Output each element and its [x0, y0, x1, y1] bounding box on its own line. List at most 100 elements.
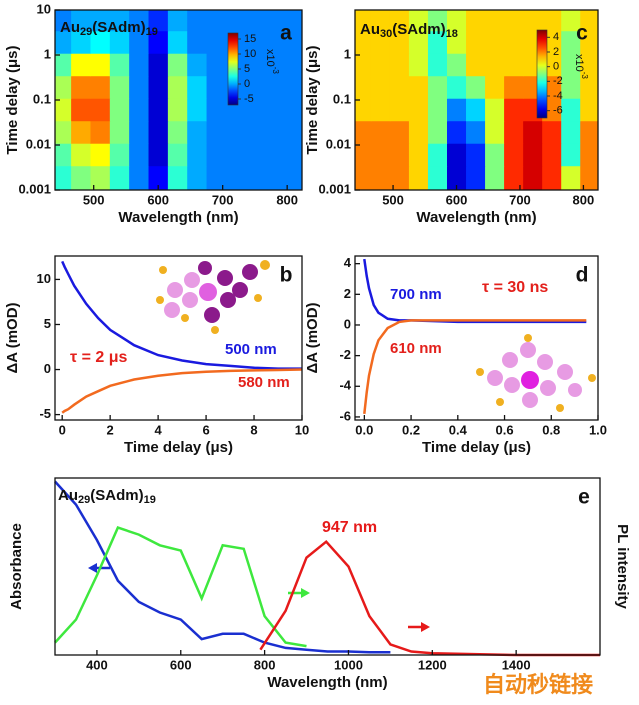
heatmap-cell	[427, 143, 448, 167]
y-tick-label: 5	[44, 316, 51, 331]
colorbar-tick-label: 0	[244, 78, 250, 90]
heatmap-cell	[129, 10, 150, 32]
heatmap-cell	[580, 30, 599, 54]
heatmap-cell	[408, 30, 429, 54]
colorbar-label-base: x10	[264, 49, 276, 67]
heatmap-cell	[167, 98, 188, 122]
heatmap-cell	[446, 30, 467, 54]
heatmap-cell	[55, 53, 72, 77]
heatmap-cell	[71, 143, 91, 167]
x-tick-label: 1.0	[589, 422, 607, 437]
heatmap-cell	[245, 53, 266, 77]
heatmap-cell	[129, 98, 150, 122]
heatmap-cell	[561, 75, 581, 99]
x-tick-label: 1200	[418, 657, 447, 672]
heatmap-cell	[129, 53, 150, 77]
heatmap-cell	[187, 143, 208, 167]
heatmap-cell	[561, 165, 581, 191]
title-part: 19	[146, 26, 158, 38]
plot-frame	[54, 477, 601, 656]
series-label: 700 nm	[390, 286, 442, 303]
heatmap-cell	[561, 30, 581, 54]
heatmap-cell	[370, 53, 391, 77]
heatmap-cell	[90, 143, 111, 167]
x-tick-label: 800	[254, 657, 276, 672]
x-tick-label: 800	[276, 192, 298, 207]
heatmap-cell	[206, 120, 227, 144]
y-tick-label: 0.01	[26, 136, 51, 151]
heatmap-cell	[167, 30, 188, 54]
colorbar-tick-label: -2	[553, 75, 563, 87]
heatmap-cell	[446, 120, 467, 144]
heatmap-cell	[389, 10, 410, 32]
title-part: (SAdm)	[92, 19, 145, 36]
heatmap-cell	[370, 143, 391, 167]
x-tick-label: 0.6	[495, 422, 513, 437]
heatmap-cell	[355, 165, 372, 191]
heatmap-cell	[485, 98, 505, 122]
y-tick-label: 0.001	[318, 181, 351, 196]
heatmap-cell	[370, 165, 391, 191]
title-part: Au	[58, 487, 78, 504]
heatmap-cell	[355, 143, 372, 167]
heatmap-cell	[55, 30, 72, 54]
title-part: (SAdm)	[90, 487, 143, 504]
y-tick-label: 0.001	[18, 181, 51, 196]
heatmap-cell	[485, 10, 505, 32]
heatmap-cell	[109, 10, 130, 32]
cluster-illustration	[156, 260, 270, 334]
x-tick-label: 1000	[334, 657, 363, 672]
watermark: 自动秒链接	[483, 672, 593, 697]
heatmap-cell	[466, 30, 486, 54]
heatmap-cell	[370, 10, 391, 32]
heatmap-cell	[109, 30, 130, 54]
heatmap-cell	[206, 143, 227, 167]
heatmap-cell	[427, 75, 448, 99]
x-tick-label: 600	[446, 192, 468, 207]
y-tick-label: 10	[37, 1, 51, 16]
heatmap-cell	[129, 143, 150, 167]
heatmap-cell	[580, 53, 599, 77]
heatmap-cell	[580, 10, 599, 32]
colorbar	[536, 29, 548, 119]
heatmap-cell	[355, 120, 372, 144]
heatmap-cell	[523, 120, 543, 144]
heatmap-cell	[283, 143, 303, 167]
heatmap-cell	[355, 30, 372, 54]
colorbar-tick-label: -4	[553, 90, 563, 102]
title-part: 19	[144, 494, 156, 506]
heatmap-cell	[408, 120, 429, 144]
colorbar-tick-label: 10	[244, 48, 256, 60]
panel-label: a	[280, 22, 292, 45]
series-line	[259, 539, 600, 657]
heatmap-cell	[55, 143, 72, 167]
x-axis-label: Wavelength (nm)	[267, 674, 387, 691]
x-tick-label: 500	[382, 192, 404, 207]
x-tick-label: 600	[147, 192, 169, 207]
y-tick-label: 0.01	[326, 136, 351, 151]
heatmap-cell	[485, 75, 505, 99]
colorbar-label-exp: -3	[271, 67, 280, 75]
heatmap-cell	[55, 120, 72, 144]
heatmap-cell	[580, 75, 599, 99]
heatmap-cell	[542, 165, 562, 191]
heatmap-cell	[389, 75, 410, 99]
x-tick-label: 700	[509, 192, 531, 207]
heatmap-cell	[206, 98, 227, 122]
heatmap-cell	[580, 165, 599, 191]
heatmap-cell	[504, 75, 524, 99]
heatmap-cell	[71, 75, 91, 99]
heatmap-cell	[408, 53, 429, 77]
chart-title: Au30(SAdm)18	[360, 21, 458, 40]
heatmap-cell	[466, 75, 486, 99]
heatmap-cell	[523, 165, 543, 191]
y-tick-label: 4	[344, 255, 352, 270]
y-tick-label: -6	[339, 408, 351, 423]
heatmap-cell	[167, 75, 188, 99]
heatmap-cell	[504, 10, 524, 32]
heatmap-cell	[408, 75, 429, 99]
x-tick-label: 10	[295, 422, 309, 437]
heatmap-cell	[446, 143, 467, 167]
heatmap-cell	[427, 10, 448, 32]
heatmap-cell	[446, 53, 467, 77]
